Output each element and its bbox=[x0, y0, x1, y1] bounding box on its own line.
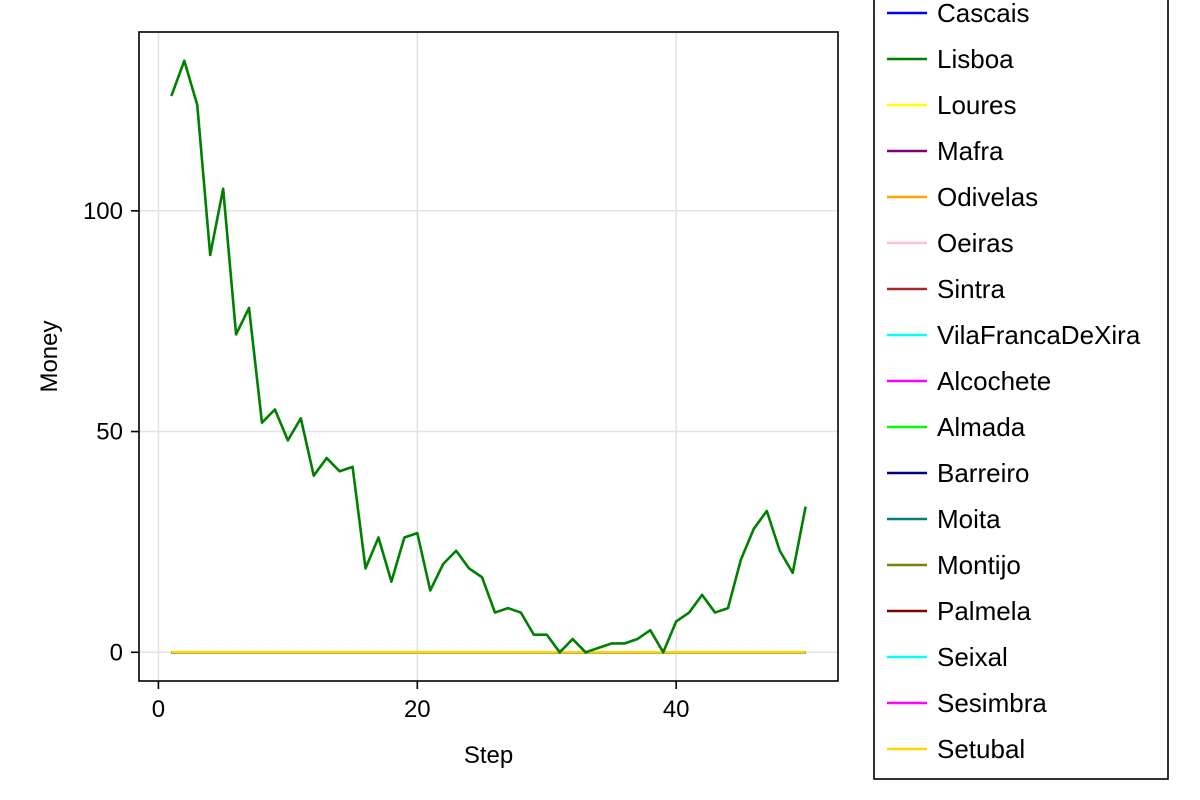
series-line-lisboa bbox=[170, 59, 807, 654]
legend-label: VilaFrancaDeXira bbox=[937, 320, 1141, 350]
legend-label: Alcochete bbox=[937, 366, 1051, 396]
x-tick-label: 0 bbox=[152, 696, 165, 723]
axis-ticks: 0 20 40 0 50 100 bbox=[83, 198, 690, 723]
legend-item-sintra: Sintra bbox=[887, 274, 1005, 304]
legend-item-oeiras: Oeiras bbox=[887, 228, 1014, 258]
legend-item-almada: Almada bbox=[887, 412, 1026, 442]
x-tick-label: 20 bbox=[404, 696, 431, 723]
legend-item-setubal: Setubal bbox=[887, 734, 1025, 764]
legend-item-mafra: Mafra bbox=[887, 136, 1004, 166]
grid bbox=[139, 32, 838, 681]
legend-item-lisboa: Lisboa bbox=[887, 44, 1014, 74]
legend-item-barreiro: Barreiro bbox=[887, 458, 1029, 488]
legend-label: Cascais bbox=[937, 0, 1029, 28]
x-axis-title: Step bbox=[464, 742, 513, 769]
legend-label: Oeiras bbox=[937, 228, 1014, 258]
legend-label: Lisboa bbox=[937, 44, 1014, 74]
legend-item-vilafrancadexira: VilaFrancaDeXira bbox=[887, 320, 1141, 350]
legend-label: Sesimbra bbox=[937, 688, 1047, 718]
legend-label: Odivelas bbox=[937, 182, 1038, 212]
legend-item-moita: Moita bbox=[887, 504, 1001, 534]
legend-label: Mafra bbox=[937, 136, 1004, 166]
legend-item-alcochete: Alcochete bbox=[887, 366, 1051, 396]
legend-item-odivelas: Odivelas bbox=[887, 182, 1038, 212]
legend-item-loures: Loures bbox=[887, 90, 1017, 120]
legend-label: Almada bbox=[937, 412, 1026, 442]
legend-item-seixal: Seixal bbox=[887, 642, 1008, 672]
legend-box bbox=[873, 0, 1169, 780]
legend: Cascais Lisboa Loures Mafra Odivelas Oeiras Si… bbox=[873, 0, 1169, 780]
legend-label: Setubal bbox=[937, 734, 1025, 764]
legend-item-sesimbra: Sesimbra bbox=[887, 688, 1047, 718]
y-tick-label: 0 bbox=[110, 639, 123, 666]
legend-label: Montijo bbox=[937, 550, 1021, 580]
legend-label: Moita bbox=[937, 504, 1001, 534]
y-tick-label: 50 bbox=[96, 419, 123, 446]
y-tick-label: 100 bbox=[83, 198, 123, 225]
plot-area-frame bbox=[138, 31, 839, 682]
legend-item-montijo: Montijo bbox=[887, 550, 1021, 580]
legend-item-palmela: Palmela bbox=[887, 596, 1031, 626]
x-tick-label: 40 bbox=[663, 696, 690, 723]
legend-label: Seixal bbox=[937, 642, 1008, 672]
legend-label: Sintra bbox=[937, 274, 1005, 304]
legend-label: Barreiro bbox=[937, 458, 1029, 488]
legend-label: Palmela bbox=[937, 596, 1031, 626]
legend-item-cascais: Cascais bbox=[887, 0, 1029, 28]
series-lines bbox=[170, 59, 807, 654]
y-axis-title: Money bbox=[36, 320, 63, 392]
legend-label: Loures bbox=[937, 90, 1017, 120]
